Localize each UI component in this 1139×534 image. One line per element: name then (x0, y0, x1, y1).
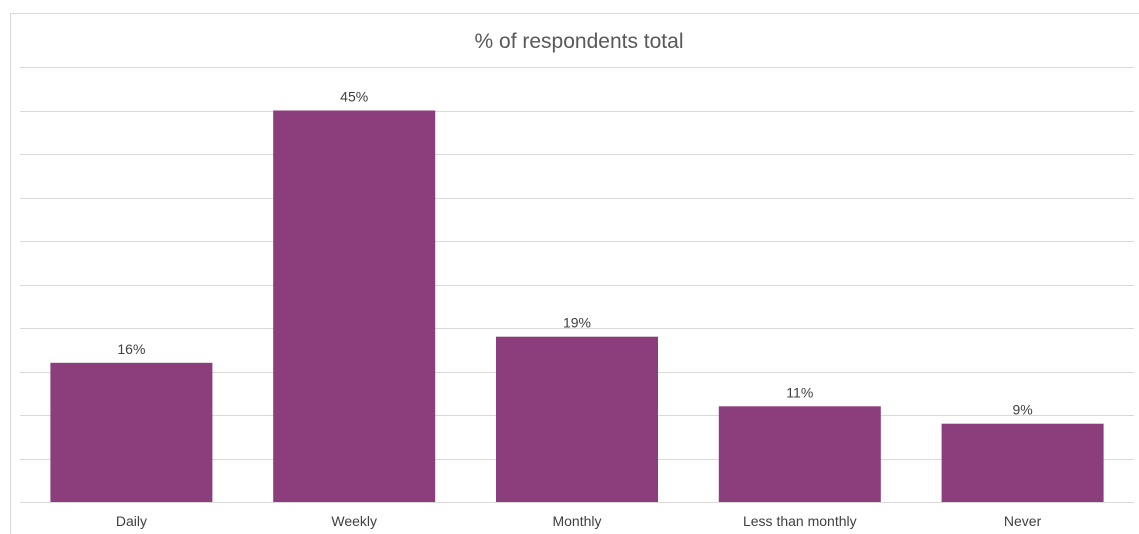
data-label: 9% (1012, 402, 1032, 418)
x-tick-label: Weekly (331, 513, 377, 529)
data-label: 45% (340, 89, 368, 105)
chart-title: % of respondents total (475, 30, 684, 53)
bar-never (941, 423, 1104, 502)
x-tick-label: Less than monthly (743, 513, 857, 529)
bar-weekly (273, 110, 436, 502)
bar-daily (50, 362, 213, 502)
data-label: 16% (117, 341, 145, 357)
x-tick-label: Monthly (552, 513, 601, 529)
bar-layer (50, 110, 1104, 502)
label-layer: 16% Daily 45% Weekly 19% Monthly 11% Less than … (116, 89, 1042, 530)
x-tick-label: Daily (116, 513, 147, 529)
bar-less-than-monthly (718, 406, 881, 502)
data-label: 19% (563, 315, 591, 331)
bar-monthly (496, 336, 658, 502)
x-tick-label: Never (1004, 513, 1042, 529)
chart-frame (10, 13, 1139, 534)
data-label: 11% (786, 384, 813, 400)
